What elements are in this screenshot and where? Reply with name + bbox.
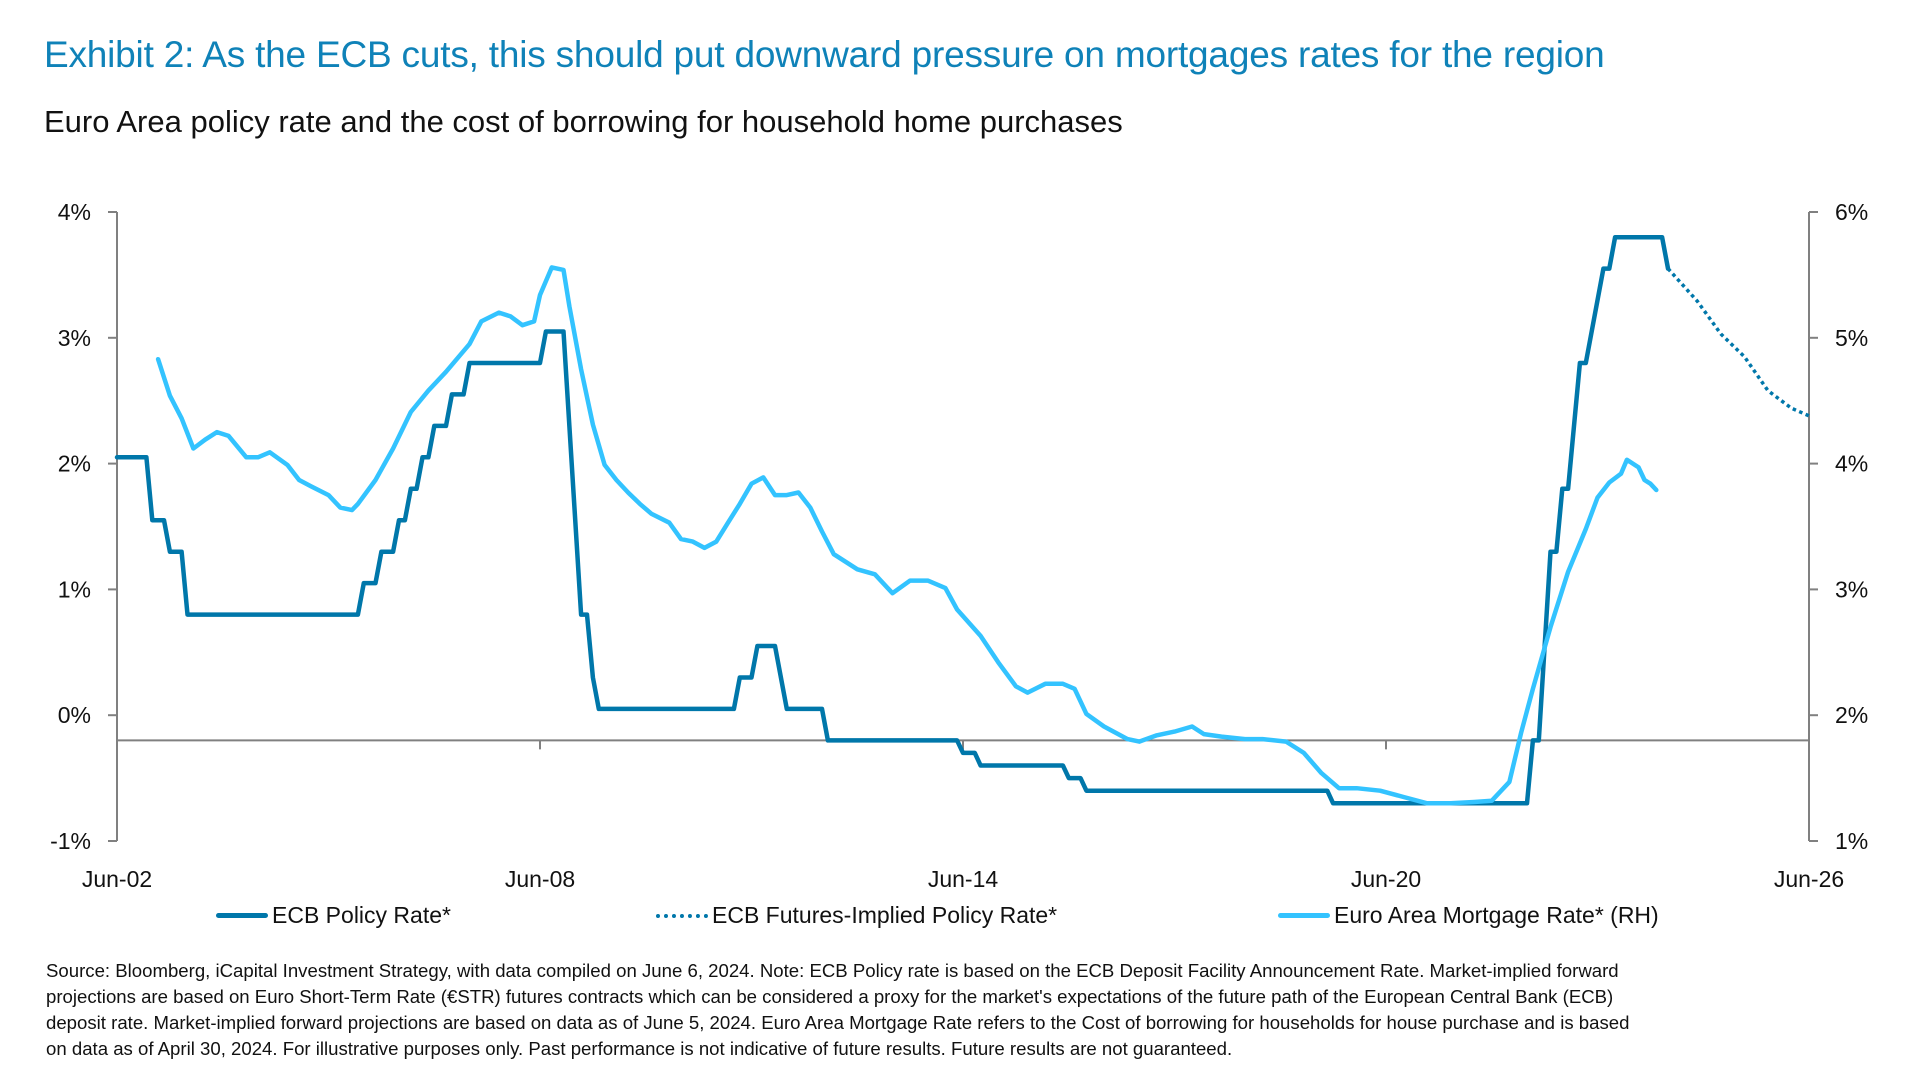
legend-swatch-dotted [656, 913, 708, 918]
axes [108, 211, 1818, 842]
legend-item-futures-rate: ECB Futures-Implied Policy Rate* [656, 902, 1057, 929]
right-tick-label: 6% [1835, 199, 1868, 225]
legend: ECB Policy Rate* ECB Futures-Implied Pol… [0, 902, 1920, 938]
source-footnote: Source: Bloomberg, iCapital Investment S… [46, 958, 1906, 1062]
x-tick-label: Jun-14 [928, 866, 999, 892]
left-tick-label: 3% [58, 325, 91, 351]
right-tick-label: 1% [1835, 828, 1868, 854]
legend-swatch-solid [216, 913, 268, 918]
right-tick-label: 2% [1835, 702, 1868, 728]
x-tick-label: Jun-20 [1351, 866, 1421, 892]
footnote-line: on data as of April 30, 2024. For illust… [46, 1038, 1233, 1059]
legend-item-mortgage-rate: Euro Area Mortgage Rate* (RH) [1278, 902, 1659, 929]
chart-subtitle: Euro Area policy rate and the cost of bo… [44, 104, 1123, 139]
left-tick-label: 2% [58, 451, 91, 477]
left-tick-label: 1% [58, 576, 91, 602]
x-tick-label: Jun-26 [1774, 866, 1844, 892]
tick-labels: 4% 3% 2% 1% 0% -1% 6% 5% 4% 3% 2% 1% Jun-02 Jun-08 Jun… [50, 199, 1868, 892]
left-tick-label: -1% [50, 828, 91, 854]
series-lines [114, 234, 1810, 806]
footnote-line: projections are based on Euro Short-Term… [46, 986, 1614, 1007]
legend-label: ECB Policy Rate* [272, 902, 451, 928]
x-tick-label: Jun-02 [82, 866, 152, 892]
x-tick-label: Jun-08 [505, 866, 575, 892]
right-tick-label: 5% [1835, 325, 1868, 351]
legend-swatch-solid [1278, 913, 1330, 918]
legend-label: ECB Futures-Implied Policy Rate* [712, 902, 1058, 928]
series-line-policy [114, 234, 1671, 806]
series-line-mortgage [155, 265, 1659, 806]
footnote-line: deposit rate. Market-implied forward pro… [46, 1012, 1630, 1033]
legend-item-policy-rate: ECB Policy Rate* [216, 902, 451, 929]
chart-title: Exhibit 2: As the ECB cuts, this should … [44, 34, 1605, 75]
line-chart: 4% 3% 2% 1% 0% -1% 6% 5% 4% 3% 2% 1% Jun-02 Jun-08 Jun… [50, 199, 1868, 892]
series-line-futures [1666, 267, 1810, 418]
footnote-line: Source: Bloomberg, iCapital Investment S… [46, 960, 1619, 981]
right-tick-label: 3% [1835, 576, 1868, 602]
legend-label: Euro Area Mortgage Rate* (RH) [1334, 902, 1659, 928]
left-tick-label: 4% [58, 199, 91, 225]
right-tick-label: 4% [1835, 451, 1868, 477]
left-tick-label: 0% [58, 702, 91, 728]
